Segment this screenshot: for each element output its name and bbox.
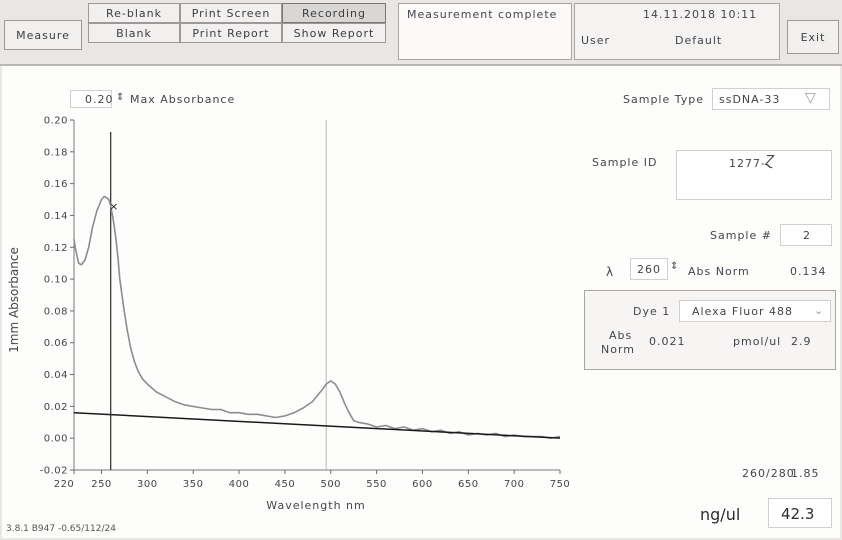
version-label: 3.8.1 B947 -0.65/112/24 — [6, 524, 116, 534]
up-down-spinner-icon[interactable]: ⇕ — [116, 92, 126, 103]
sample-id-handwritten-mark: Ɀ — [765, 154, 775, 169]
chevron-down-icon: ⌄ — [814, 304, 825, 317]
lambda-symbol: λ — [606, 265, 615, 279]
show-report-button[interactable]: Show Report — [282, 23, 386, 43]
blank-button[interactable]: Blank — [88, 23, 180, 43]
session-info-box: 14.11.2018 10:11 User Default — [574, 3, 780, 60]
dye-select[interactable]: Alexa Fluor 488 ⌄ — [679, 300, 831, 322]
dye-label: Dye 1 — [633, 305, 671, 318]
concentration-value: 42.3 — [781, 505, 815, 523]
sample-id-label: Sample ID — [592, 156, 658, 169]
wavelength-spinner-icon[interactable]: ⇕ — [670, 261, 680, 272]
reblank-button[interactable]: Re-blank — [88, 3, 180, 23]
ratio-260-280-field: 1.85 — [776, 462, 832, 484]
sample-id-value: 1277- — [729, 157, 766, 170]
sample-id-field[interactable]: 1277- Ɀ — [676, 150, 832, 200]
dye-abs-norm-label-1: Abs — [609, 329, 633, 342]
chevron-down-icon: ▽ — [805, 90, 817, 106]
sample-number-field[interactable]: 2 — [780, 224, 832, 246]
wavelength-value: 260 — [637, 263, 661, 276]
dye-panel: Dye 1 Alexa Fluor 488 ⌄ Abs Norm 0.021 p… — [584, 290, 836, 370]
sample-type-label: Sample Type — [623, 93, 705, 106]
pmol-value: 2.9 — [791, 335, 812, 348]
status-message: Measurement complete — [407, 8, 558, 21]
print-report-button[interactable]: Print Report — [180, 23, 282, 43]
sample-type-value: ssDNA-33 — [719, 93, 781, 106]
wavelength-input[interactable]: 260 — [630, 258, 668, 280]
toolbar: Measure Re-blank Blank Print Screen Prin… — [0, 0, 842, 66]
sample-type-select[interactable]: ssDNA-33 ▽ — [712, 88, 830, 110]
ratio-260-280-value: 1.85 — [791, 467, 820, 480]
dye-value: Alexa Fluor 488 — [692, 305, 794, 318]
measure-button[interactable]: Measure — [4, 20, 82, 50]
status-message-box: Measurement complete — [398, 3, 572, 60]
abs-norm-label: Abs Norm — [688, 265, 750, 278]
user-label: User — [581, 34, 611, 47]
concentration-field: 42.3 — [768, 498, 832, 528]
print-screen-button[interactable]: Print Screen — [180, 3, 282, 23]
ratio-260-280-label: 260/280 — [742, 467, 795, 480]
dye-abs-norm-label-2: Norm — [601, 343, 636, 356]
concentration-label: ng/ul — [700, 505, 741, 524]
max-absorbance-label: Max Absorbance — [130, 93, 236, 106]
max-absorbance-value: 0.20 — [85, 93, 114, 106]
date-time: 14.11.2018 10:11 — [643, 8, 758, 21]
sample-number-label: Sample # — [710, 229, 772, 242]
dye-abs-norm-value: 0.021 — [649, 335, 686, 348]
max-absorbance-input[interactable]: 0.20 — [70, 90, 114, 108]
abs-norm-value: 0.134 — [790, 265, 827, 278]
exit-button[interactable]: Exit — [787, 20, 839, 54]
user-value: Default — [675, 34, 723, 47]
sample-number-value: 2 — [803, 229, 811, 242]
recording-button[interactable]: Recording — [282, 3, 386, 23]
pmol-label: pmol/ul — [733, 335, 782, 348]
